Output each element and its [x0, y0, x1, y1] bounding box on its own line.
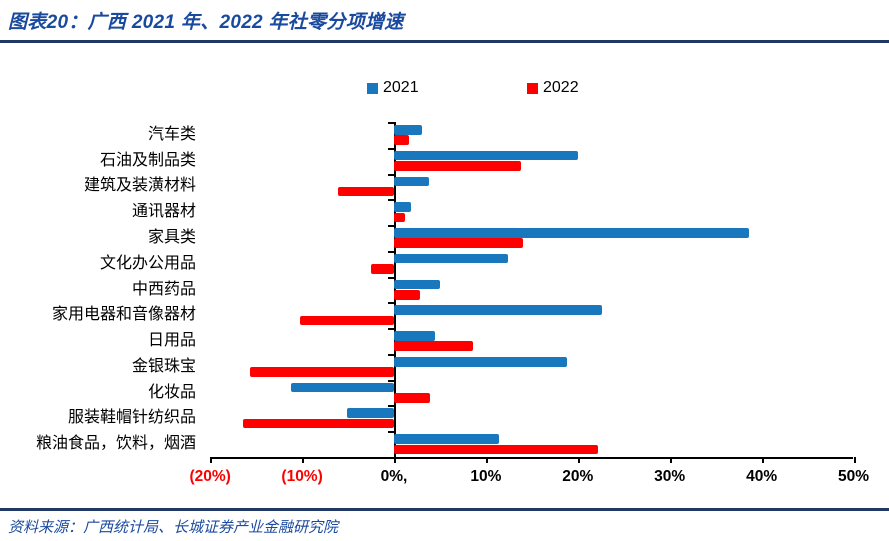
bar-2022-8	[394, 341, 474, 352]
category-label: 服装鞋帽针纺织品	[67, 409, 196, 427]
x-tick-label: 30%	[654, 468, 686, 485]
bar-chart-canvas: (20%) (10%) 0%, 10% 20% 30% 40% 50% 汽车类石油及制品类建筑及…	[0, 112, 889, 508]
legend-item-2021: 2021	[367, 79, 419, 97]
y-axis-tick	[388, 147, 394, 150]
x-tick-label: 20%	[562, 468, 594, 485]
category-label: 汽车类	[147, 125, 196, 143]
bar-2022-10	[394, 392, 430, 403]
x-axis-tick	[577, 457, 580, 463]
x-axis-tick	[302, 457, 305, 463]
bar-2021-5	[394, 253, 508, 264]
y-axis-tick	[388, 122, 394, 124]
y-axis-tick	[388, 405, 394, 408]
bar-2021-4	[394, 228, 749, 238]
x-tick-label: 50%	[837, 468, 870, 485]
source-text: 资料来源：广西统计局、长城证券产业金融研究院	[8, 519, 339, 536]
category-label: 中西药品	[131, 280, 196, 298]
y-axis-tick	[388, 199, 394, 202]
bar-2021-8	[394, 331, 436, 341]
footer-divider	[0, 508, 889, 511]
category-label: 化妆品	[147, 383, 196, 401]
y-axis-tick	[388, 431, 394, 434]
category-label: 家用电器和音像器材	[51, 306, 196, 324]
bar-2022-3	[394, 212, 406, 223]
x-axis-tick	[669, 457, 672, 463]
legend-item-2022: 2022	[527, 79, 579, 97]
bar-2021-3	[394, 202, 412, 212]
y-axis-tick	[388, 379, 394, 382]
x-axis-tick	[761, 457, 764, 463]
bar-2021-7	[394, 305, 602, 315]
bar-2022-2	[337, 186, 394, 197]
x-tick-label: 10%	[470, 468, 502, 485]
y-axis-tick	[388, 225, 394, 228]
category-label: 金银珠宝	[131, 357, 196, 375]
bar-2021-10	[291, 382, 394, 393]
category-label: 粮油食品，饮料，烟酒	[35, 435, 196, 453]
legend-label-2021: 2021	[383, 79, 419, 96]
x-axis-tick	[210, 457, 213, 463]
category-label: 文化办公用品	[99, 254, 196, 272]
category-label: 日用品	[147, 332, 196, 350]
x-tick-label: (20%)	[189, 468, 231, 485]
x-tick-label: 40%	[746, 468, 778, 485]
bar-2022-1	[394, 161, 521, 171]
y-axis-tick	[388, 250, 394, 253]
legend-swatch-2021-icon	[367, 82, 378, 94]
bar-2022-11	[243, 418, 394, 429]
y-axis-tick	[388, 328, 394, 331]
x-axis-tick	[394, 457, 396, 463]
legend-swatch-2022-icon	[527, 82, 538, 94]
title-divider	[0, 40, 889, 43]
bar-2021-2	[394, 176, 429, 187]
bar-2022-6	[394, 289, 420, 300]
figure-title: 图表20：广西 2021 年、2022 年社零分项增速	[8, 12, 404, 33]
bar-2022-9	[249, 367, 394, 377]
category-label: 建筑及装潢材料	[83, 177, 196, 195]
bar-2022-4	[394, 238, 523, 248]
x-tick-label: (10%)	[281, 468, 323, 485]
y-axis-line	[394, 122, 396, 457]
bar-2021-12	[394, 434, 499, 444]
y-axis-tick	[388, 302, 394, 305]
bar-2022-0	[394, 135, 409, 145]
bar-2021-1	[394, 150, 578, 161]
bar-2021-0	[394, 125, 422, 135]
chart-legend: 2021 2022	[0, 79, 889, 97]
category-label: 家具类	[147, 228, 196, 246]
legend-label-2022: 2022	[543, 79, 579, 96]
bar-2021-11	[347, 408, 394, 419]
x-axis-tick	[853, 457, 856, 463]
bar-2021-9	[394, 356, 567, 367]
bar-2022-7	[300, 315, 394, 326]
bar-2022-12	[394, 444, 599, 455]
x-axis-line	[210, 457, 854, 459]
category-label: 通讯器材	[131, 203, 196, 221]
x-tick-label: 0%,	[380, 468, 408, 485]
bar-2022-5	[371, 264, 394, 274]
y-axis-tick	[388, 276, 394, 279]
y-axis-tick	[388, 353, 394, 356]
x-axis-tick	[485, 457, 488, 463]
bar-2021-6	[394, 279, 440, 290]
y-axis-tick	[388, 173, 394, 176]
category-label: 石油及制品类	[99, 151, 196, 169]
